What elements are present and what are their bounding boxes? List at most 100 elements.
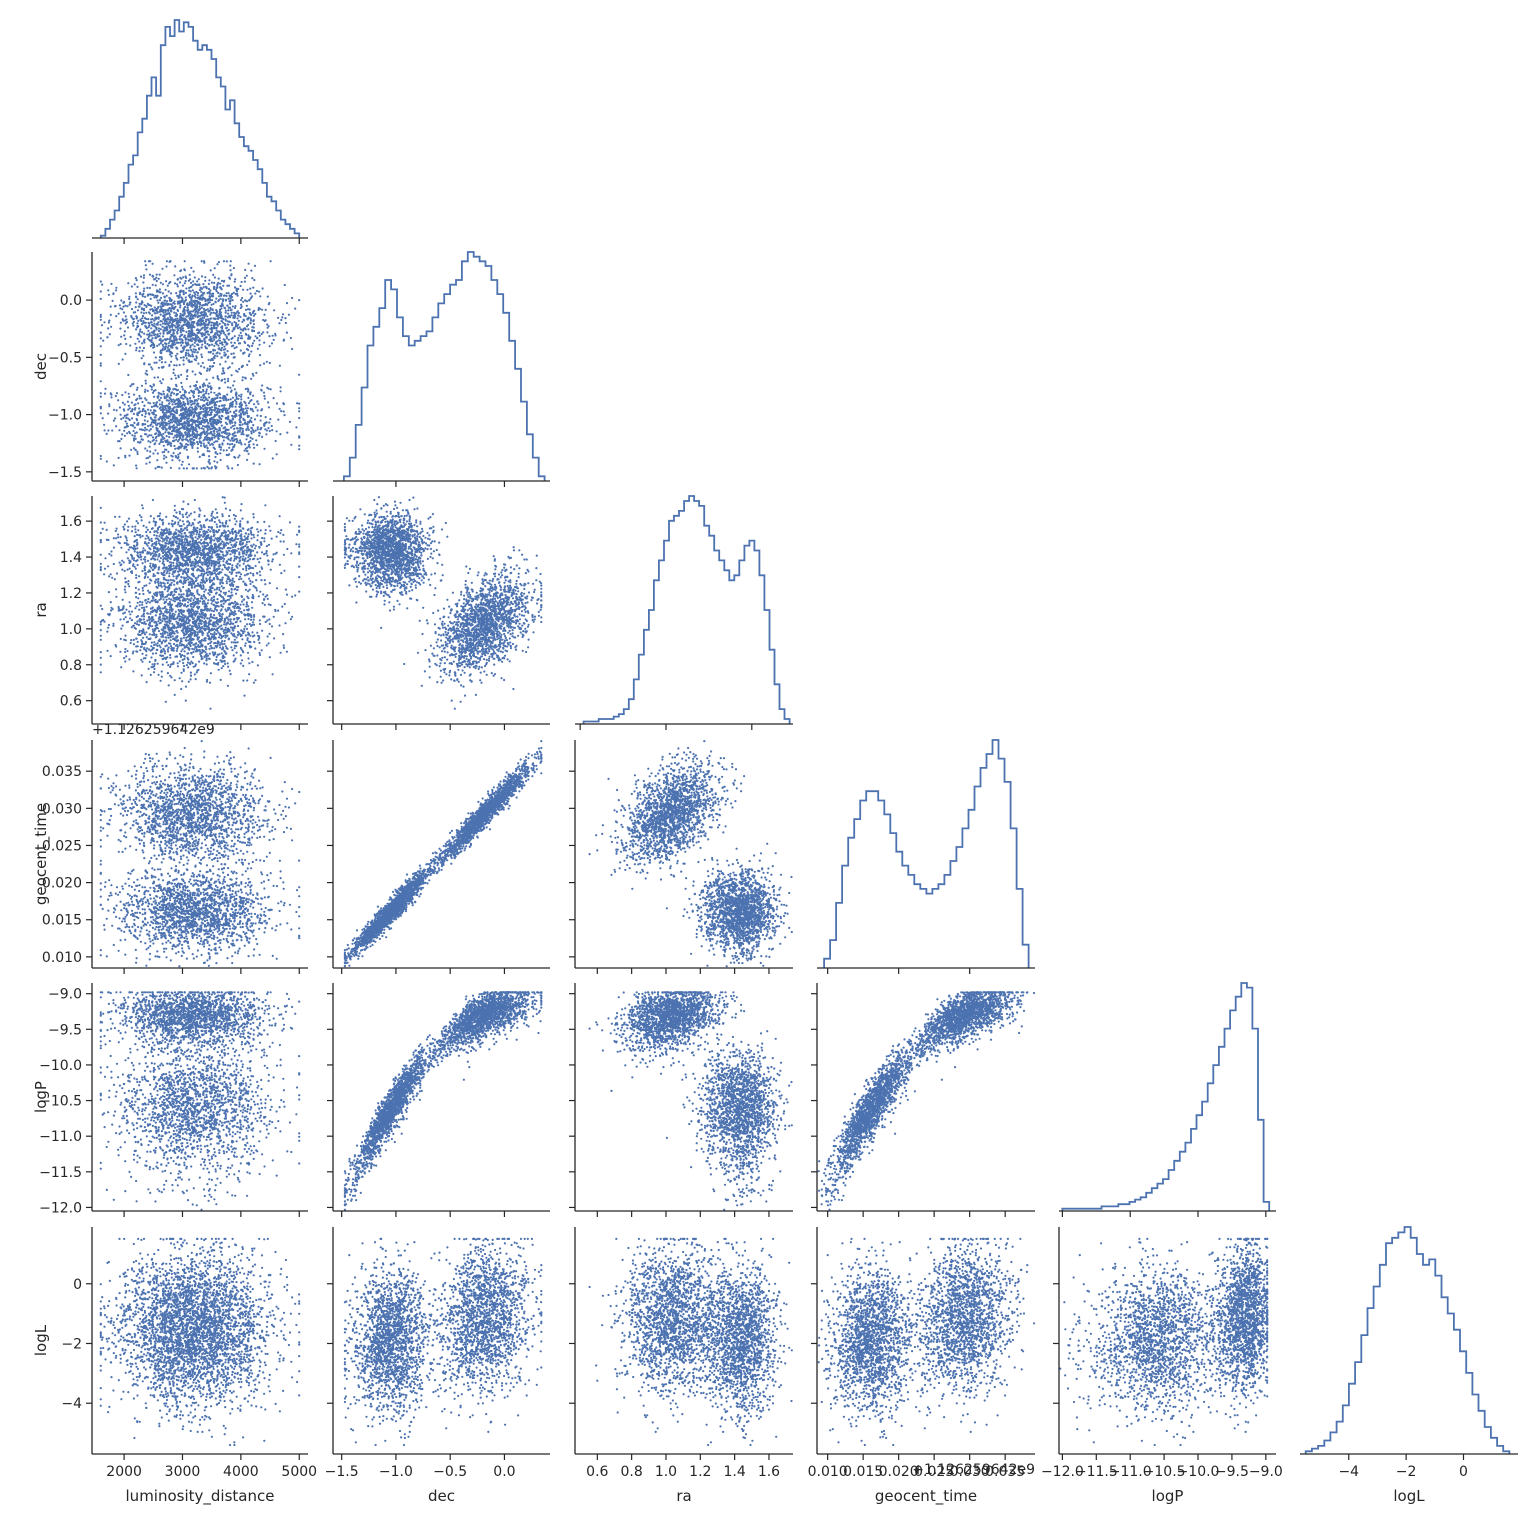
scatter-point <box>217 281 220 284</box>
scatter-point <box>219 458 222 462</box>
scatter-point <box>224 309 227 312</box>
scatter-point <box>112 419 115 422</box>
scatter-point <box>229 269 232 272</box>
scatter-point <box>128 454 131 457</box>
scatter-point <box>154 652 158 655</box>
scatter-point <box>145 304 148 308</box>
scatter-point <box>132 317 135 320</box>
scatter-point <box>230 641 233 644</box>
scatter-point <box>298 410 301 413</box>
scatter-point <box>237 314 240 317</box>
scatter-point <box>188 415 191 418</box>
scatter-point <box>160 308 163 311</box>
scatter-point <box>178 420 181 423</box>
scatter-point <box>141 342 144 345</box>
scatter-point <box>135 576 138 580</box>
scatter-point <box>153 343 156 347</box>
scatter-point <box>196 311 200 314</box>
scatter-point <box>173 324 176 327</box>
scatter-point <box>179 338 182 341</box>
scatter-point <box>183 417 186 420</box>
scatter-point <box>199 311 202 314</box>
scatter-point <box>270 342 274 345</box>
scatter-point <box>121 401 124 404</box>
scatter-point <box>201 323 204 326</box>
scatter-point <box>252 443 255 446</box>
scatter-point <box>127 282 130 285</box>
scatter-point <box>145 530 148 534</box>
scatter-point <box>157 366 160 369</box>
scatter-point <box>246 651 250 654</box>
scatter-point <box>223 436 226 439</box>
scatter-point <box>248 298 251 301</box>
scatter-point <box>191 353 194 356</box>
scatter-point <box>170 400 173 403</box>
scatter-point <box>167 579 170 582</box>
scatter-point <box>187 666 190 669</box>
scatter-point <box>274 439 277 443</box>
scatter-point <box>142 407 145 411</box>
scatter-point <box>240 595 244 599</box>
scatter-point <box>161 435 164 438</box>
scatter-point <box>256 521 259 524</box>
scatter-point <box>199 405 202 408</box>
scatter-point <box>152 384 155 387</box>
scatter-point <box>198 421 201 424</box>
scatter-point <box>173 504 176 507</box>
scatter-point <box>141 349 144 352</box>
scatter-point <box>144 382 147 385</box>
scatter-point <box>143 287 146 290</box>
scatter-point <box>250 398 253 402</box>
scatter-point <box>164 310 167 313</box>
scatter-point <box>201 317 204 320</box>
scatter-point <box>142 312 145 315</box>
scatter-point <box>202 466 206 470</box>
scatter-point <box>214 312 217 315</box>
scatter-point <box>179 329 182 332</box>
scatter-point <box>236 431 239 434</box>
scatter-point <box>155 296 158 299</box>
scatter-point <box>213 327 216 330</box>
scatter-point <box>217 419 220 422</box>
scatter-point <box>164 439 167 442</box>
scatter-point <box>207 455 211 458</box>
scatter-point <box>223 341 226 344</box>
scatter-point <box>213 286 216 289</box>
scatter-point <box>136 551 139 554</box>
scatter-point <box>115 392 119 395</box>
scatter-point <box>120 627 123 630</box>
scatter-point <box>225 292 228 295</box>
scatter-point <box>260 389 263 392</box>
scatter-point <box>213 413 216 416</box>
scatter-point <box>289 336 292 340</box>
scatter-point <box>250 350 253 353</box>
scatter-point <box>222 560 225 563</box>
scatter-point <box>164 299 167 302</box>
scatter-point <box>287 313 290 316</box>
scatter-point <box>218 410 221 413</box>
scatter-point <box>115 588 118 591</box>
scatter-point <box>107 565 110 568</box>
scatter-point <box>231 442 234 446</box>
scatter-point <box>234 305 237 308</box>
scatter-point <box>262 331 265 334</box>
scatter-point <box>256 409 259 412</box>
scatter-point <box>231 336 234 339</box>
scatter-point <box>242 288 245 291</box>
scatter-point <box>196 433 199 436</box>
scatter-point <box>143 317 147 320</box>
scatter-point <box>260 332 263 336</box>
scatter-point <box>123 330 126 333</box>
scatter-point <box>140 519 143 522</box>
scatter-point <box>196 402 199 405</box>
scatter-point <box>125 342 128 346</box>
scatter-point <box>158 422 161 425</box>
scatter-point <box>166 581 169 585</box>
scatter-point <box>197 278 200 281</box>
scatter-point <box>227 411 230 415</box>
scatter-point <box>161 366 164 369</box>
scatter-point <box>215 531 219 534</box>
scatter-point <box>157 321 160 324</box>
scatter-point <box>226 350 229 353</box>
scatter-point <box>147 260 151 263</box>
